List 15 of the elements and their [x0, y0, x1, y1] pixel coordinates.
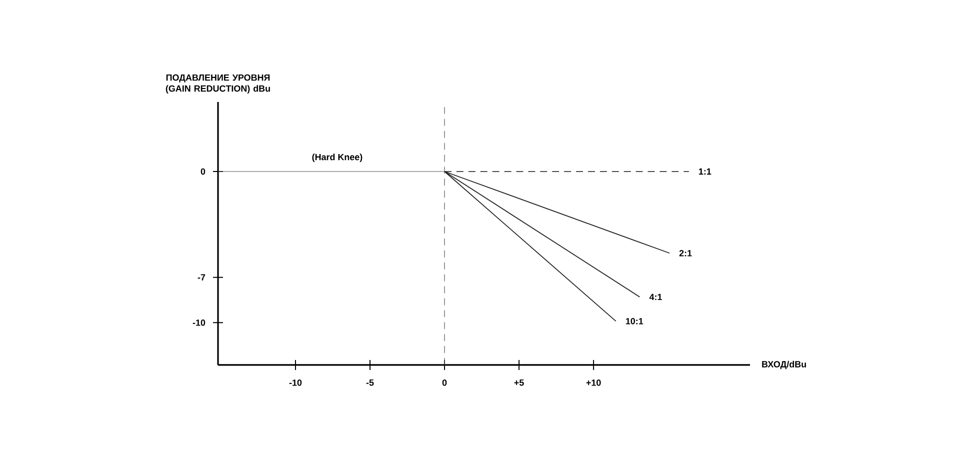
- y-tick-label: 0: [200, 168, 206, 175]
- series-label: 4:1: [649, 294, 662, 300]
- x-tick-label: -5: [366, 380, 374, 386]
- series-label: 1:1: [698, 168, 712, 175]
- x-axis-title: ВХОД/dBu: [762, 360, 806, 370]
- x-tick-label: +10: [586, 380, 601, 386]
- x-tick-label: 0: [442, 380, 447, 386]
- series-label: 10:1: [626, 318, 644, 324]
- series-label: 2:1: [679, 250, 692, 256]
- y-tick-label: -7: [198, 274, 206, 280]
- x-tick-label: +5: [514, 380, 524, 386]
- x-tick-label: -10: [289, 380, 302, 386]
- y-axis-title: ПОДАВЛЕНИЕ УРОВНЯ (GAIN REDUCTION) dBu: [166, 74, 270, 94]
- y-tick-label: -10: [192, 319, 206, 326]
- annotation: (Hard Knee): [312, 154, 362, 162]
